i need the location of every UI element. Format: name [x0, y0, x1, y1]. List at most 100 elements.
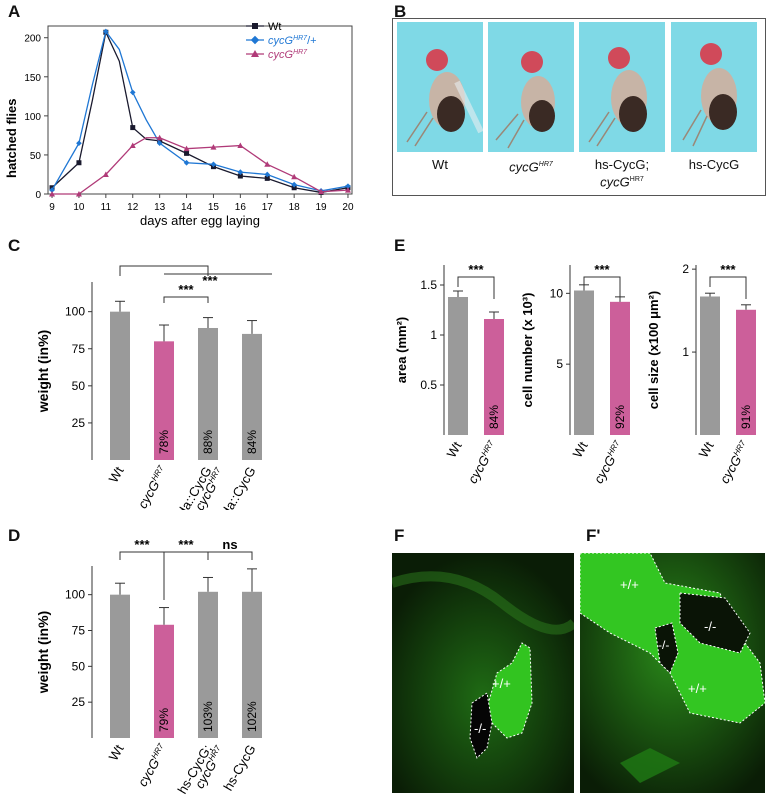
- x-tick-label: 9: [49, 202, 55, 213]
- bar-chart-e-area: area (mm²) 0.5 1 1.5 Wt 84% cycGHR7 ***: [394, 262, 504, 486]
- significance-bracket: [457, 276, 495, 299]
- data-point: [210, 161, 217, 168]
- series-line-3: [52, 137, 349, 195]
- y-axis-label: cell number (x 10³): [520, 293, 535, 408]
- y-tick-label: 150: [24, 73, 41, 84]
- x-tick-label: da::CycG: [219, 464, 259, 510]
- x-tick-label: 14: [181, 202, 193, 213]
- fly-caption-hs-cycg: hs-CycG: [688, 157, 740, 172]
- clone-label-minus-1: -/-: [704, 619, 716, 634]
- bar-4: [242, 333, 262, 460]
- fly-caption-wt: Wt: [432, 157, 448, 172]
- panel-label-a: A: [8, 2, 21, 21]
- fly-photo-hs-cycg: [671, 22, 757, 152]
- legend-label-mut: cycGHR7: [268, 49, 308, 61]
- legend-marker-mut: [251, 50, 259, 57]
- bar-value-label: 92%: [613, 405, 627, 429]
- clone-mutant: [469, 692, 493, 759]
- data-point: [102, 171, 109, 177]
- data-point: [291, 173, 298, 180]
- x-tick-label-mutant: cycGHR7: [135, 742, 171, 789]
- bar-value-label: 84%: [245, 430, 259, 454]
- significance-label: ***: [134, 537, 150, 552]
- significance-bracket: [119, 551, 165, 600]
- data-point: [237, 173, 243, 179]
- y-tick-label: 0: [35, 190, 41, 201]
- x-tick-label: Wt: [696, 439, 717, 461]
- data-point: [210, 144, 217, 150]
- bar-value-label: 91%: [739, 405, 753, 429]
- fly-photo-wt: [397, 22, 483, 152]
- plot-frame: [47, 25, 353, 195]
- bar-1: [700, 296, 720, 435]
- significance-label: ***: [720, 262, 736, 277]
- bar-2: [610, 301, 630, 435]
- x-tick-label: 17: [262, 202, 274, 213]
- significance-bracket: [709, 276, 747, 299]
- data-point: [264, 161, 271, 167]
- data-point: [156, 134, 163, 141]
- clone-label-plus-2: +/+: [688, 681, 707, 696]
- bar-chart-e-cell-number: cell number (x 10³) 5 10 Wt 92% cycGHR7 ***: [520, 262, 630, 486]
- panel-label-c: C: [8, 236, 21, 255]
- bar-2: [154, 341, 174, 460]
- bar-1: [448, 297, 468, 435]
- fly-photo-hs-cycg-cycg: [579, 22, 665, 152]
- data-point: [183, 159, 190, 166]
- fly-caption-cycg: cycGHR7: [509, 159, 553, 175]
- y-tick-label: 1: [430, 328, 437, 342]
- y-tick-label: 200: [24, 34, 41, 45]
- y-axis-label: weight (in%): [35, 611, 51, 694]
- x-tick-label: 16: [235, 202, 247, 213]
- significance-bracket: [163, 296, 209, 303]
- y-tick-label: 100: [24, 112, 41, 123]
- bar-1: [110, 311, 130, 460]
- data-point: [76, 140, 82, 147]
- y-tick-label: 10: [550, 286, 564, 300]
- bar-value-label: 103%: [201, 701, 215, 732]
- x-tick-label: 15: [208, 202, 220, 213]
- significance-label: ns: [222, 537, 237, 552]
- y-tick-label: 0.5: [420, 378, 437, 392]
- y-axis-label: hatched flies: [4, 99, 19, 178]
- data-point: [156, 140, 163, 147]
- clone-label-minus-2: -/-: [658, 638, 669, 652]
- x-tick-label-mutant: cycGHR7: [717, 439, 753, 486]
- x-tick-label: Wt: [570, 439, 591, 461]
- panel-label-b: B: [394, 2, 407, 21]
- clone-label-minus: -/-: [474, 721, 486, 736]
- y-tick-label: 100: [65, 305, 85, 319]
- clone-twin-spot: [486, 642, 533, 739]
- x-tick-label: 11: [101, 202, 112, 213]
- line-chart-a: hatched flies days after egg laying 0 50 1…: [4, 21, 354, 228]
- y-tick-label: 100: [65, 588, 85, 602]
- clone-mutant-2: [654, 622, 679, 674]
- y-tick-label: 75: [72, 624, 86, 638]
- x-tick-label: 18: [289, 202, 301, 213]
- y-axis-label: area (mm²): [394, 317, 409, 383]
- bar-3: [198, 327, 218, 460]
- data-point: [237, 142, 244, 149]
- data-point: [75, 191, 82, 197]
- significance-label: ***: [468, 262, 484, 277]
- panel-label-d: D: [8, 526, 21, 545]
- data-point: [184, 150, 190, 156]
- bar-value-label: 84%: [487, 405, 501, 429]
- data-point: [345, 183, 351, 190]
- data-point: [183, 145, 190, 152]
- bar-chart-d: weight (in%) 25 50 75 100 Wt 79% cycGHR7 103% hs-…: [35, 537, 262, 796]
- y-tick-label: 50: [30, 151, 42, 162]
- y-tick-label: 5: [556, 357, 563, 371]
- bar-1: [110, 594, 130, 738]
- x-tick-label: hs-CycG: [220, 742, 258, 793]
- y-tick-label: 2: [682, 262, 689, 276]
- legend-label-wt: Wt: [268, 21, 281, 33]
- significance-label: ***: [178, 282, 194, 297]
- x-tick-label: Wt: [106, 742, 127, 764]
- x-tick-label-mutant: cycGHR7: [591, 439, 627, 486]
- bar-value-label: 102%: [245, 701, 259, 732]
- x-tick-label-mutant: cycGHR7: [135, 464, 171, 510]
- data-point: [291, 181, 297, 188]
- x-tick-label: 20: [342, 202, 354, 213]
